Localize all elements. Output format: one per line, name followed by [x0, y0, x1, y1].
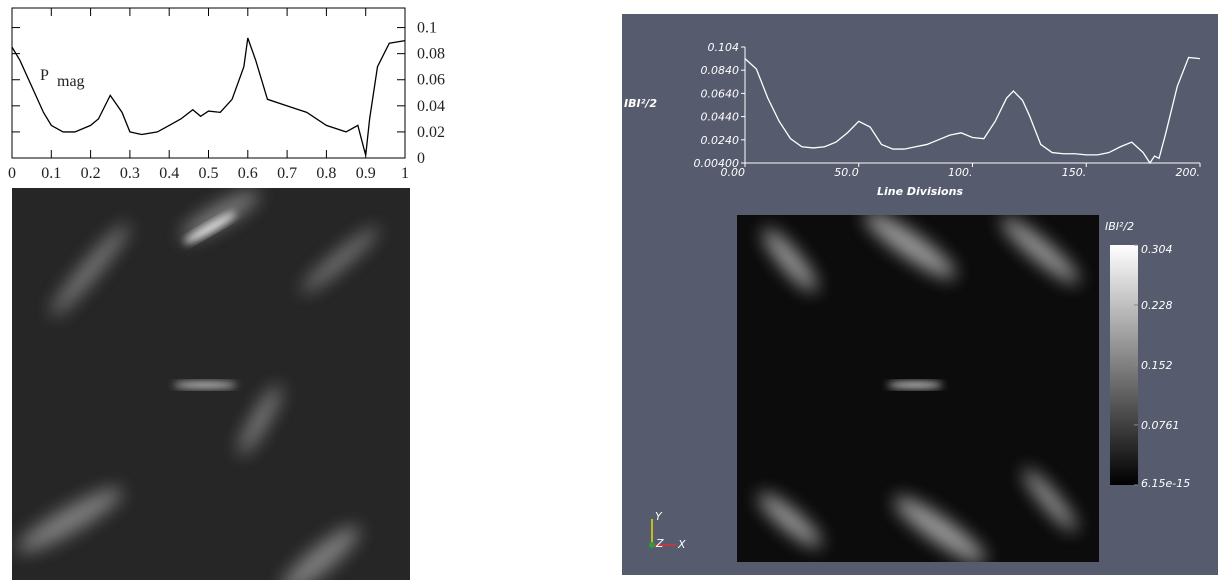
plot-left: P mag 0 0.1 0.2 0.3 0.4 0.5 0.6 0.7 0.8 0.9 100.02…	[8, 7, 445, 182]
x-axis-label: Line Divisions	[877, 185, 963, 198]
x-tick-label: 100.	[948, 166, 973, 179]
triad-label-z: Z	[655, 537, 664, 550]
x-tick-label: 0.8	[316, 165, 336, 182]
triad-label-y: Y	[655, 510, 663, 523]
x-tick-label: 0.3	[120, 165, 140, 182]
x-tick-label: 0.4	[159, 165, 179, 182]
x-tick-label: 0.00	[721, 166, 746, 179]
triad-z	[649, 542, 655, 548]
x-tick-label: 0.9	[356, 165, 376, 182]
triad-label-x: X	[677, 538, 686, 551]
x-tick-label: 0.7	[277, 165, 297, 182]
x-tick-label: 0.6	[238, 165, 258, 182]
data-line	[744, 56, 1201, 165]
colorbar-title: IBI²/2	[1105, 220, 1134, 233]
x-tick-label: 1	[401, 165, 409, 182]
colorbar-tick-label: 0.0761	[1141, 419, 1180, 432]
y-tick-label: 0.06	[417, 72, 445, 89]
colorbar-tick-label: 0.152	[1141, 359, 1173, 372]
y-tick-label: 0.0840	[701, 64, 740, 77]
annotation-subscript: mag	[57, 73, 85, 90]
plot-right: IBI²/2 Line Divisions 0.00 50.0 100. 150. 20…	[624, 41, 1201, 198]
y-tick-label: 0.1	[417, 20, 437, 37]
y-tick-label: 0.08	[417, 46, 445, 63]
field-image-right	[737, 215, 1099, 562]
x-tick-label: 150.	[1062, 166, 1087, 179]
y-tick-label: 0.0640	[701, 87, 740, 100]
x-tick-label: 0.5	[199, 165, 219, 182]
field-image-left	[12, 188, 410, 580]
y-axis-label: IBI²/2	[624, 97, 657, 110]
x-tick-label: 0.2	[81, 165, 101, 182]
y-tick-label: 0.00400	[694, 157, 740, 170]
y-tick-label: 0.104	[708, 41, 740, 54]
colorbar-group: IBI²/2 Y Z X 6.15e-15 0.0761 0.152 0.228 0.3…	[649, 220, 1190, 551]
y-tick-label: 0.04	[417, 98, 445, 115]
x-tick-label: 0.1	[41, 165, 61, 182]
colorbar-tick-label: 6.15e-15	[1141, 477, 1190, 490]
y-tick-label: 0.02	[417, 124, 445, 141]
annotation: P	[40, 67, 49, 84]
x-tick-label: 0	[8, 165, 16, 182]
x-tick-label: 200.	[1176, 166, 1201, 179]
y-tick-label: 0.0440	[701, 111, 740, 124]
colorbar-tick-label: 0.304	[1141, 243, 1173, 256]
x-tick-label: 50.0	[834, 166, 859, 179]
y-tick-label: 0.0240	[701, 134, 740, 147]
colorbar-tick-label: 0.228	[1141, 299, 1173, 312]
colorbar	[1110, 245, 1138, 485]
data-line	[11, 37, 406, 156]
y-tick-label: 0	[417, 150, 425, 167]
